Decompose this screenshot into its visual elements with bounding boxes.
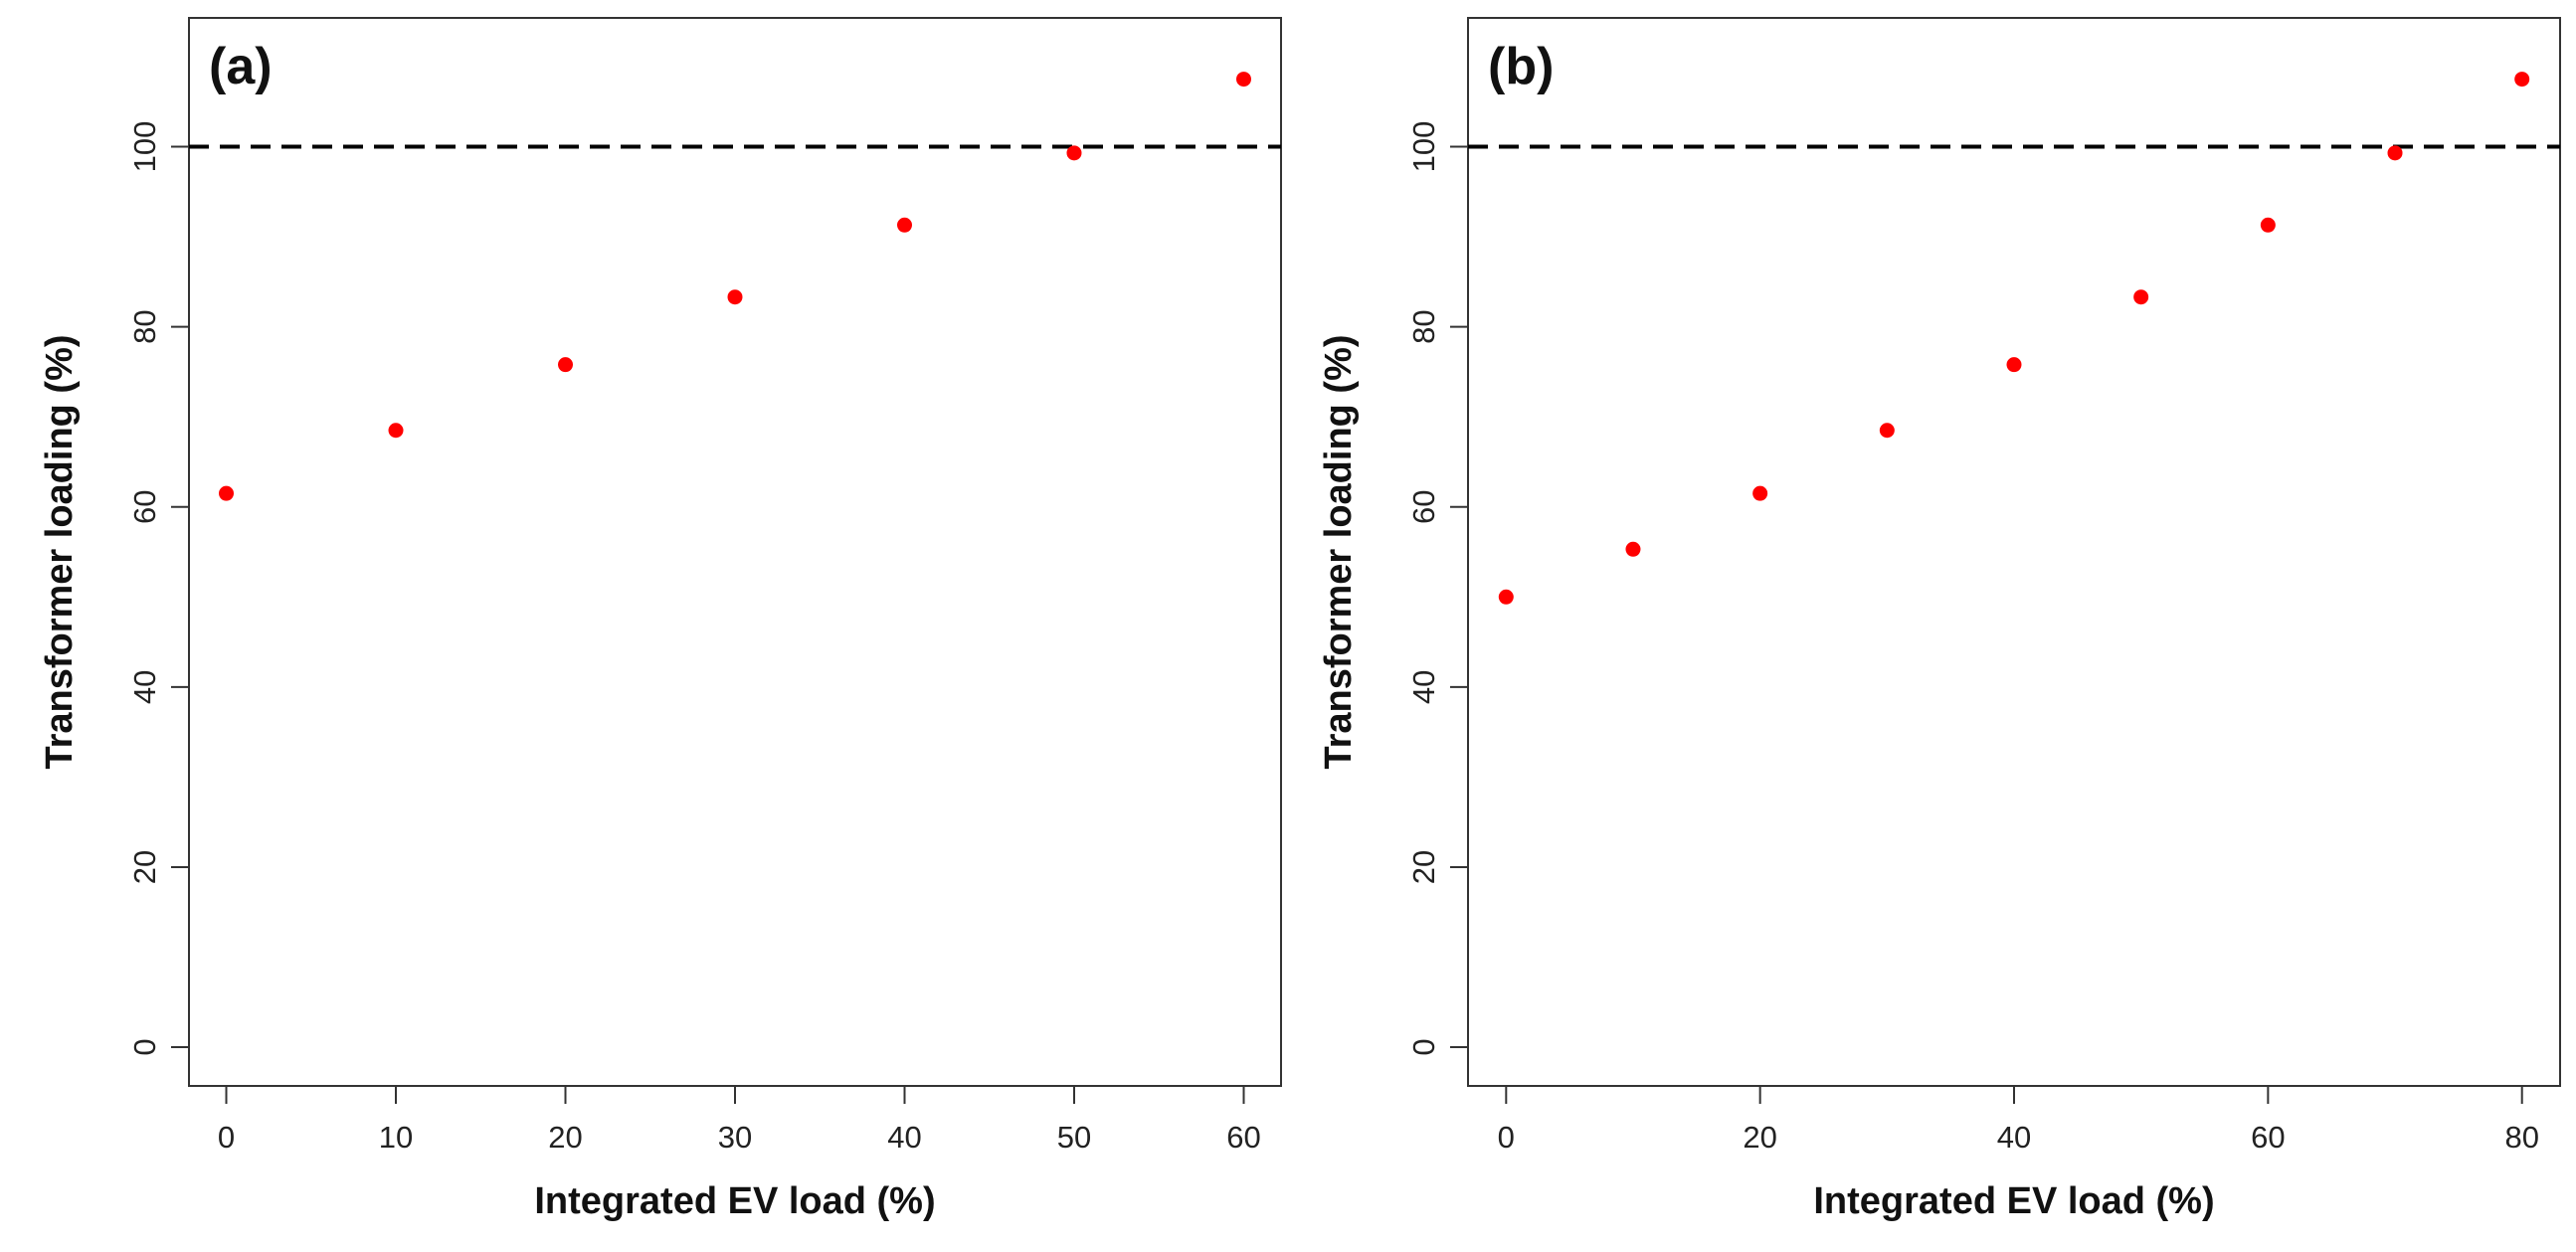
data-point (1498, 589, 1514, 605)
panel-label: (a) (209, 38, 273, 95)
data-point (1625, 541, 1641, 557)
y-tick-label: 20 (127, 850, 162, 884)
y-tick-label: 60 (127, 489, 162, 523)
y-tick-label: 0 (1406, 1038, 1441, 1055)
data-point (2133, 289, 2149, 305)
x-tick-label: 60 (2251, 1120, 2285, 1155)
data-point (2006, 357, 2022, 373)
data-point (2514, 72, 2530, 88)
data-point (558, 357, 574, 373)
y-tick-label: 60 (1406, 489, 1441, 523)
data-point (896, 217, 912, 233)
x-tick-label: 80 (2504, 1120, 2538, 1155)
x-tick-label: 0 (1498, 1120, 1515, 1155)
data-point (1752, 485, 1768, 501)
x-tick-label: 50 (1057, 1120, 1091, 1155)
y-tick-label: 40 (127, 670, 162, 704)
x-axis-title: Integrated EV load (%) (1813, 1180, 2214, 1222)
x-tick-label: 30 (718, 1120, 752, 1155)
data-point (1235, 72, 1251, 88)
y-tick-label: 20 (1406, 850, 1441, 884)
y-axis-title: Transformer loading (%) (39, 334, 81, 769)
x-tick-label: 40 (887, 1120, 921, 1155)
x-tick-label: 10 (379, 1120, 413, 1155)
y-tick-label: 40 (1406, 670, 1441, 704)
data-point (2387, 145, 2403, 161)
y-tick-label: 0 (127, 1038, 162, 1055)
y-tick-label: 100 (1406, 121, 1441, 173)
y-axis-title: Transformer loading (%) (1318, 334, 1360, 769)
data-point (2260, 217, 2276, 233)
data-point (727, 289, 743, 305)
y-tick-label: 80 (127, 309, 162, 343)
panel-label: (b) (1488, 38, 1554, 95)
plot-frame (188, 17, 1282, 1087)
x-tick-label: 60 (1226, 1120, 1260, 1155)
data-point (388, 423, 404, 439)
x-axis-title: Integrated EV load (%) (534, 1180, 935, 1222)
y-tick-label: 80 (1406, 309, 1441, 343)
data-point (219, 485, 235, 501)
x-tick-label: 0 (218, 1120, 235, 1155)
data-point (1879, 423, 1895, 439)
y-tick-label: 100 (127, 121, 162, 173)
x-tick-label: 40 (1997, 1120, 2031, 1155)
x-tick-label: 20 (548, 1120, 582, 1155)
data-point (1066, 145, 1082, 161)
x-tick-label: 20 (1743, 1120, 1776, 1155)
